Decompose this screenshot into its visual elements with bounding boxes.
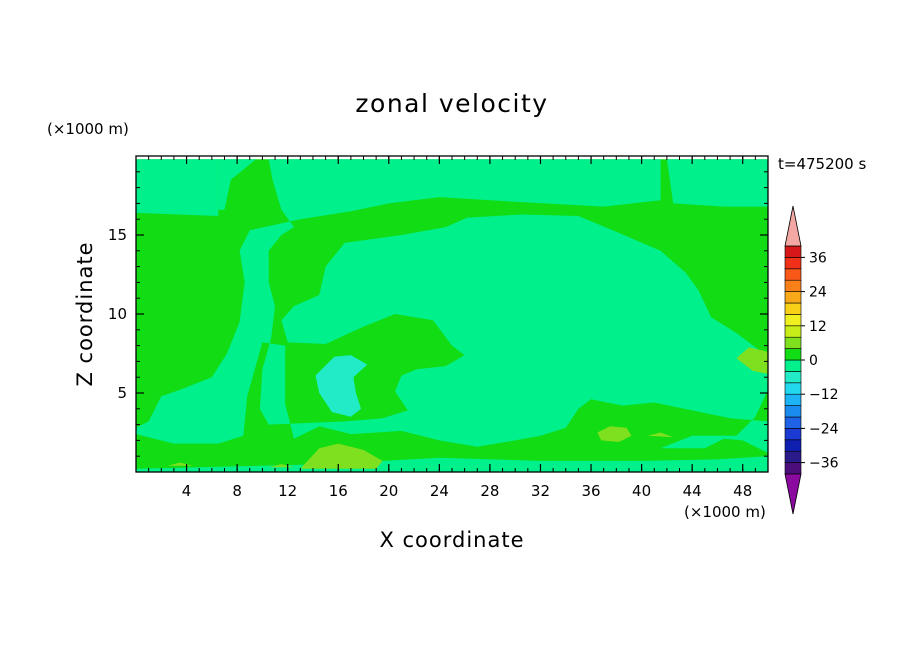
x-tick-label: 28: [480, 482, 499, 500]
colorbar-swatch: [784, 439, 802, 452]
colorbar-swatch: [784, 382, 802, 395]
colorbar-swatch: [784, 348, 802, 361]
x-tick-label: 12: [278, 482, 297, 500]
colorbar-swatch: [784, 428, 802, 441]
contour-region-1: [136, 159, 219, 216]
contour-region-3: [136, 159, 768, 472]
x-tick-label: 32: [531, 482, 550, 500]
x-tick-label: 48: [733, 482, 752, 500]
colorbar-tick-label: −36: [809, 456, 839, 472]
colorbar-swatch: [784, 405, 802, 418]
contour-region-7: [597, 426, 632, 442]
colorbar-swatch: [784, 450, 802, 463]
colorbar-under-triangle: [784, 473, 802, 515]
colorbar-tick-label: −24: [809, 421, 839, 437]
colorbar-swatch: [784, 245, 802, 258]
colorbar-swatch: [784, 393, 802, 406]
colorbar-tick-label: 24: [809, 285, 827, 301]
colorbar: −36 −24 −12 0 12 24 36: [784, 205, 839, 515]
x-tick-label: 4: [182, 482, 192, 500]
x-tick-label: 20: [379, 482, 398, 500]
y-tick-label: 10: [108, 305, 127, 323]
colorbar-swatch: [784, 268, 802, 281]
colorbar-swatch: [784, 279, 802, 292]
time-label: t=475200 s: [778, 155, 866, 173]
x-tick-label: 44: [683, 482, 702, 500]
x-tick-label: 36: [581, 482, 600, 500]
x-axis-label: X coordinate: [379, 528, 524, 552]
x-tick-label: 40: [632, 482, 651, 500]
colorbar-swatch: [784, 291, 802, 304]
contour-region-6: [300, 443, 383, 469]
contour-region-5: [315, 355, 368, 417]
x-tick-label: 8: [232, 482, 242, 500]
contour-region-2: [218, 159, 257, 210]
colorbar-swatch: [784, 359, 802, 372]
colorbar-swatch: [784, 336, 802, 349]
contour-region-11: [647, 432, 674, 438]
colorbar-tick-label: −12: [809, 387, 839, 403]
colorbar-over-triangle: [784, 205, 802, 247]
colorbar-swatch: [784, 325, 802, 338]
colorbar-swatch: [784, 462, 802, 475]
colorbar-swatch: [784, 371, 802, 384]
colorbar-swatch: [784, 257, 802, 270]
y-axis-unit: (×1000 m): [47, 120, 129, 138]
chart-title: zonal velocity: [355, 89, 548, 118]
contour-region-8: [736, 347, 768, 374]
y-axis-label: Z coordinate: [73, 241, 97, 386]
contour-field: [136, 159, 768, 472]
x-tick-label: 24: [430, 482, 449, 500]
y-tick-label: 5: [117, 384, 127, 402]
contour-region-4: [666, 159, 768, 207]
colorbar-tick-label: 12: [809, 319, 827, 335]
x-tick-label: 16: [329, 482, 348, 500]
colorbar-swatch: [784, 302, 802, 315]
y-tick-label: 15: [108, 226, 127, 244]
colorbar-swatch: [784, 314, 802, 327]
colorbar-swatch: [784, 416, 802, 429]
colorbar-tick-label: 0: [809, 353, 818, 369]
colorbar-tick-label: 36: [809, 250, 827, 266]
x-axis-unit: (×1000 m): [684, 503, 766, 521]
